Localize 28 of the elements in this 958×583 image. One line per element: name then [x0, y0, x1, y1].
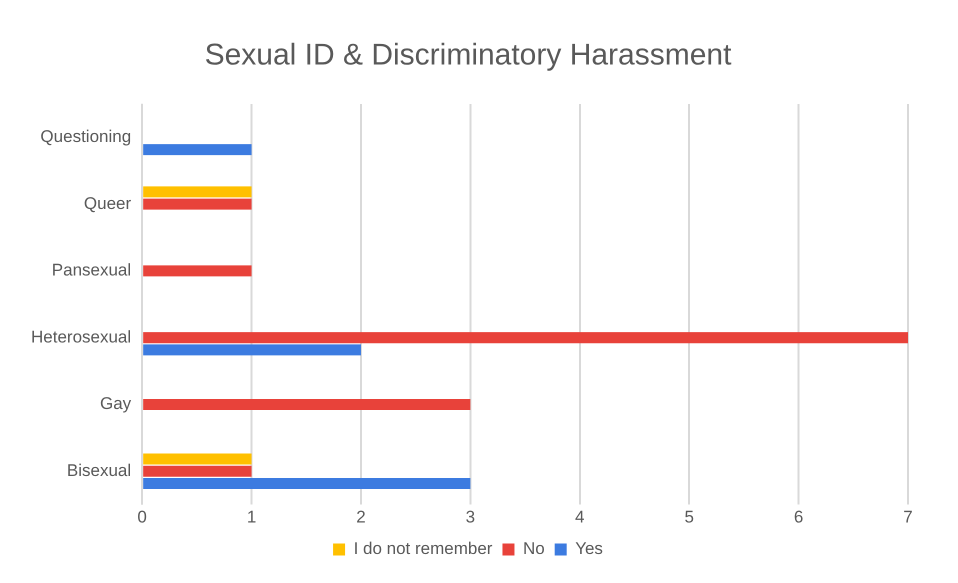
bar: [143, 186, 252, 198]
legend-label: No: [522, 539, 545, 558]
x-tick-label: 1: [246, 507, 256, 526]
x-tick-label: 5: [684, 507, 694, 526]
y-tick-label: Bisexual: [66, 460, 132, 480]
legend-label: Yes: [575, 539, 603, 558]
bar: [143, 144, 252, 156]
x-tick-label: 4: [575, 507, 585, 526]
y-tick-label: Pansexual: [52, 260, 132, 280]
x-tick-label: 7: [903, 507, 913, 526]
chart-title: Sexual ID & Discriminatory Harassment: [204, 38, 732, 72]
bar: [143, 466, 252, 477]
bar: [143, 198, 252, 210]
bar: [143, 265, 252, 276]
legend-label: I do not remember: [354, 539, 493, 558]
bar: [143, 478, 470, 489]
y-tick-label: Questioning: [40, 127, 132, 146]
x-tick-label: 0: [137, 507, 147, 526]
y-tick-label: Queer: [84, 194, 132, 213]
y-tick-label: Gay: [100, 394, 132, 414]
bar: [143, 332, 908, 344]
bar: [143, 398, 470, 410]
y-tick-label: Heterosexual: [30, 327, 132, 346]
x-tick-label: 2: [356, 507, 366, 526]
bar: [143, 344, 361, 356]
x-tick-label: 3: [466, 507, 476, 526]
x-tick-label: 6: [794, 507, 804, 526]
bar: [143, 453, 252, 464]
